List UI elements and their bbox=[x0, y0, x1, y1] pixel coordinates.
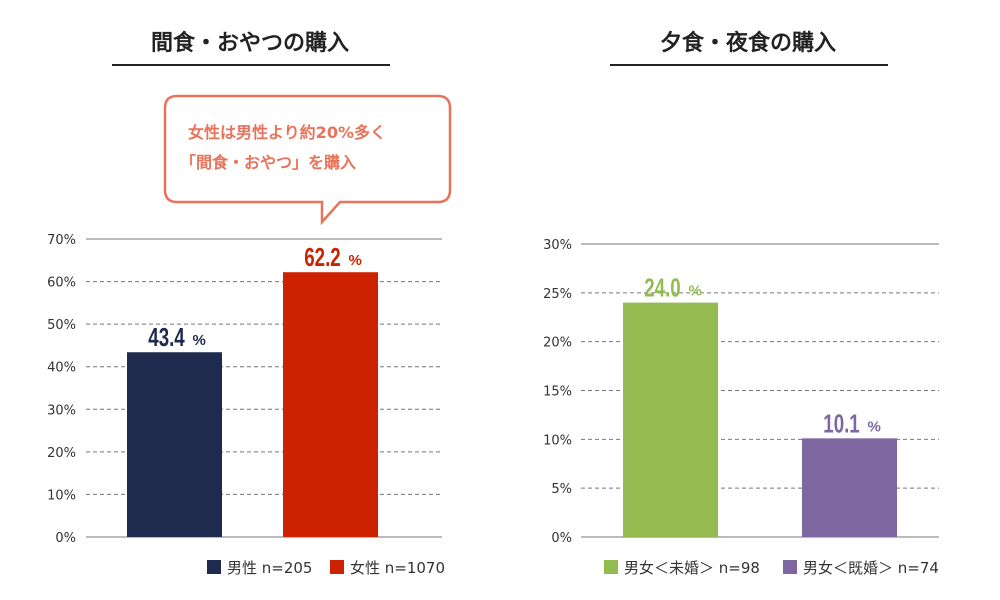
data-label: 24.0 bbox=[644, 272, 680, 302]
y-tick-label: 10% bbox=[47, 488, 76, 503]
y-tick-label: 20% bbox=[543, 336, 572, 351]
legend-label: 女性 n=1070 bbox=[350, 559, 445, 577]
legend-label: 男性 n=205 bbox=[227, 559, 312, 577]
data-label: 62.2 bbox=[304, 242, 340, 272]
legend-swatch bbox=[330, 560, 344, 574]
data-label: 10.1 bbox=[823, 408, 859, 438]
y-tick-label: 15% bbox=[543, 385, 572, 400]
y-tick-label: 40% bbox=[47, 361, 76, 376]
bar bbox=[127, 352, 222, 537]
data-label-unit: % bbox=[689, 283, 702, 300]
y-tick-label: 30% bbox=[47, 403, 76, 418]
chart-title: 夕食・夜食の購入 bbox=[660, 30, 836, 56]
bar bbox=[802, 438, 897, 537]
y-tick-label: 0% bbox=[55, 531, 76, 546]
y-tick-label: 50% bbox=[47, 318, 76, 333]
data-label-unit: % bbox=[868, 418, 881, 435]
y-tick-label: 5% bbox=[551, 482, 572, 497]
y-tick-label: 30% bbox=[543, 238, 572, 253]
callout-bubble bbox=[163, 94, 452, 226]
chart-title: 間食・おやつの購入 bbox=[151, 30, 349, 56]
y-tick-label: 0% bbox=[551, 531, 572, 546]
data-label-unit: % bbox=[193, 332, 206, 349]
legend-swatch bbox=[604, 560, 618, 574]
data-label-unit: % bbox=[349, 252, 362, 269]
y-tick-label: 60% bbox=[47, 276, 76, 291]
legend-label: 男女＜既婚＞ n=74 bbox=[803, 559, 939, 577]
callout-line1: 女性は男性より約20%多く bbox=[188, 123, 386, 142]
y-tick-label: 70% bbox=[47, 233, 76, 248]
callout-line2: 「間食・おやつ」を購入 bbox=[180, 153, 356, 172]
bar bbox=[623, 302, 718, 537]
legend-label: 男女＜未婚＞ n=98 bbox=[624, 559, 760, 577]
legend-swatch bbox=[783, 560, 797, 574]
data-label: 43.4 bbox=[148, 322, 185, 352]
bar bbox=[283, 272, 378, 537]
callout: 女性は男性より約20%多く 「間食・おやつ」を購入 bbox=[163, 94, 452, 226]
legend-swatch bbox=[207, 560, 221, 574]
y-tick-label: 10% bbox=[543, 433, 572, 448]
y-tick-label: 25% bbox=[543, 287, 572, 302]
y-tick-label: 20% bbox=[47, 446, 76, 461]
